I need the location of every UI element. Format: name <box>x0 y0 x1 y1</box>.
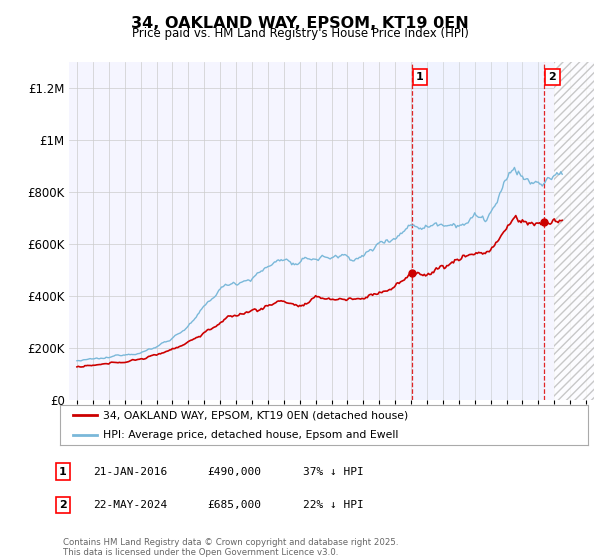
Bar <box>554 62 594 400</box>
Text: 2: 2 <box>548 72 556 82</box>
Bar <box>412 62 544 400</box>
Text: 1: 1 <box>416 72 424 82</box>
Text: HPI: Average price, detached house, Epsom and Ewell: HPI: Average price, detached house, Epso… <box>103 430 398 440</box>
Text: 37% ↓ HPI: 37% ↓ HPI <box>303 466 364 477</box>
Text: 1: 1 <box>59 466 67 477</box>
Text: £685,000: £685,000 <box>207 500 261 510</box>
Text: £490,000: £490,000 <box>207 466 261 477</box>
Text: Price paid vs. HM Land Registry's House Price Index (HPI): Price paid vs. HM Land Registry's House … <box>131 27 469 40</box>
Text: 22% ↓ HPI: 22% ↓ HPI <box>303 500 364 510</box>
Text: 34, OAKLAND WAY, EPSOM, KT19 0EN (detached house): 34, OAKLAND WAY, EPSOM, KT19 0EN (detach… <box>103 410 409 421</box>
Text: 34, OAKLAND WAY, EPSOM, KT19 0EN: 34, OAKLAND WAY, EPSOM, KT19 0EN <box>131 16 469 31</box>
Text: 22-MAY-2024: 22-MAY-2024 <box>93 500 167 510</box>
Text: 21-JAN-2016: 21-JAN-2016 <box>93 466 167 477</box>
Text: 2: 2 <box>59 500 67 510</box>
Text: Contains HM Land Registry data © Crown copyright and database right 2025.
This d: Contains HM Land Registry data © Crown c… <box>63 538 398 557</box>
